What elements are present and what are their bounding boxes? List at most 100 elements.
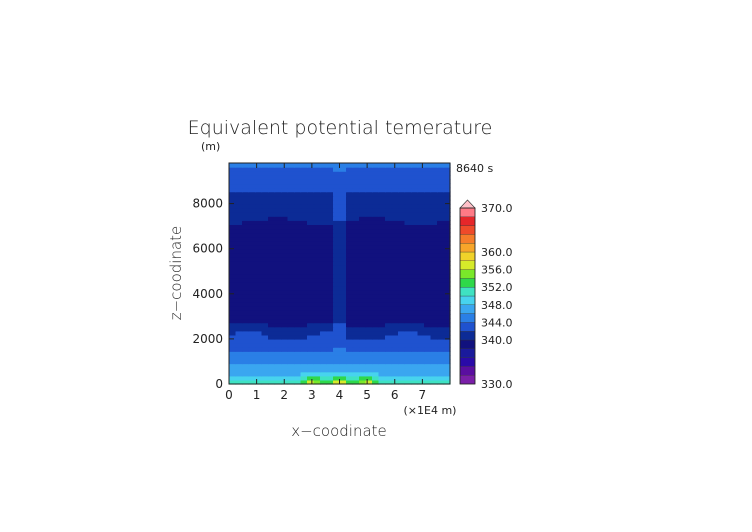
heatmap-cell xyxy=(281,212,289,217)
heatmap-cell xyxy=(417,220,425,225)
heatmap-cell xyxy=(307,355,315,361)
heatmap-cell xyxy=(339,163,347,168)
heatmap-cell xyxy=(326,371,334,377)
heatmap-cell xyxy=(417,273,425,279)
heatmap-cell xyxy=(242,216,250,221)
heatmap-cell xyxy=(294,257,302,262)
heatmap-cell xyxy=(235,330,243,336)
heatmap-cell xyxy=(385,191,393,197)
heatmap-cell xyxy=(391,322,399,328)
heatmap-cell xyxy=(339,187,347,193)
heatmap-cell xyxy=(437,203,445,209)
colorbar-swatch xyxy=(459,287,476,297)
heatmap-cell xyxy=(391,171,399,176)
heatmap-cell xyxy=(385,265,393,270)
heatmap-cell xyxy=(391,216,399,221)
heatmap-cell xyxy=(430,212,438,217)
heatmap-cell xyxy=(268,191,276,197)
heatmap-cell xyxy=(372,203,380,209)
heatmap-cell xyxy=(391,359,399,365)
heatmap-cell xyxy=(294,240,302,246)
heatmap-cell xyxy=(391,285,399,291)
heatmap-cell xyxy=(398,203,406,209)
heatmap-cell xyxy=(385,273,393,279)
heatmap-cell xyxy=(398,163,406,168)
heatmap-cell xyxy=(359,371,367,377)
heatmap-cell xyxy=(378,351,386,356)
heatmap-cell xyxy=(287,306,295,311)
heatmap-cell xyxy=(281,367,289,373)
x-tick-label: 7 xyxy=(419,388,427,402)
heatmap-cell xyxy=(339,253,347,258)
heatmap-cell xyxy=(339,277,347,283)
heatmap-cell xyxy=(339,379,347,385)
heatmap-cell xyxy=(437,326,445,332)
heatmap-cell xyxy=(229,285,237,291)
heatmap-cell xyxy=(261,355,269,361)
heatmap-cell xyxy=(385,289,393,295)
heatmap-cell xyxy=(430,289,438,295)
heatmap-cell xyxy=(235,244,243,250)
heatmap-cell xyxy=(430,253,438,258)
heatmap-cell xyxy=(300,228,308,234)
heatmap-cell xyxy=(404,232,412,238)
heatmap-cell xyxy=(339,306,347,311)
heatmap-cell xyxy=(339,359,347,365)
heatmap-cell xyxy=(287,203,295,209)
heatmap-cell xyxy=(333,371,341,377)
colorbar xyxy=(459,199,476,385)
heatmap-cell xyxy=(255,298,263,303)
heatmap-cell xyxy=(391,355,399,361)
heatmap-cell xyxy=(359,359,367,365)
heatmap-cell xyxy=(313,199,321,205)
heatmap-cell xyxy=(378,375,386,381)
heatmap-cell xyxy=(281,302,289,307)
heatmap-cell xyxy=(411,322,419,328)
heatmap-cell xyxy=(261,191,269,197)
heatmap-cell xyxy=(248,355,256,361)
heatmap-cell xyxy=(339,175,347,180)
heatmap-cell xyxy=(365,379,373,385)
heatmap-cell xyxy=(443,179,451,185)
heatmap-cell xyxy=(411,347,419,352)
heatmap-cell xyxy=(255,191,263,197)
heatmap-cell xyxy=(248,330,256,336)
heatmap-cell xyxy=(313,375,321,381)
heatmap-cell xyxy=(352,273,360,279)
heatmap-cell xyxy=(443,253,451,258)
heatmap-cell xyxy=(235,322,243,328)
heatmap-cell xyxy=(430,208,438,213)
x-tick-label: 5 xyxy=(363,388,371,402)
heatmap-cell xyxy=(339,216,347,221)
heatmap-cell xyxy=(242,343,250,348)
heatmap-cell xyxy=(346,195,354,201)
heatmap-cell xyxy=(242,375,250,381)
heatmap-cell xyxy=(268,240,276,246)
heatmap-cell xyxy=(229,163,237,168)
heatmap-cell xyxy=(372,302,380,307)
heatmap-cell xyxy=(391,179,399,185)
heatmap-cell xyxy=(300,338,308,344)
heatmap-cell xyxy=(443,261,451,266)
heatmap-cell xyxy=(430,244,438,250)
colorbar-swatch xyxy=(459,207,476,217)
heatmap-cell xyxy=(287,330,295,336)
heatmap-cell xyxy=(372,183,380,189)
heatmap-cell xyxy=(417,244,425,250)
heatmap-cell xyxy=(391,236,399,242)
heatmap-cell xyxy=(385,269,393,275)
heatmap-cell xyxy=(437,212,445,217)
heatmap-cell xyxy=(424,203,432,209)
heatmap-cell xyxy=(268,228,276,234)
heatmap-cell xyxy=(333,306,341,311)
heatmap-cell xyxy=(281,326,289,332)
heatmap-cell xyxy=(313,281,321,287)
heatmap-cell xyxy=(248,285,256,291)
heatmap-cell xyxy=(365,281,373,287)
heatmap-cell xyxy=(261,195,269,201)
heatmap-cell xyxy=(430,261,438,266)
heatmap-cell xyxy=(424,363,432,369)
heatmap-cell xyxy=(274,310,282,316)
heatmap-cell xyxy=(229,199,237,205)
heatmap-cell xyxy=(242,379,250,385)
